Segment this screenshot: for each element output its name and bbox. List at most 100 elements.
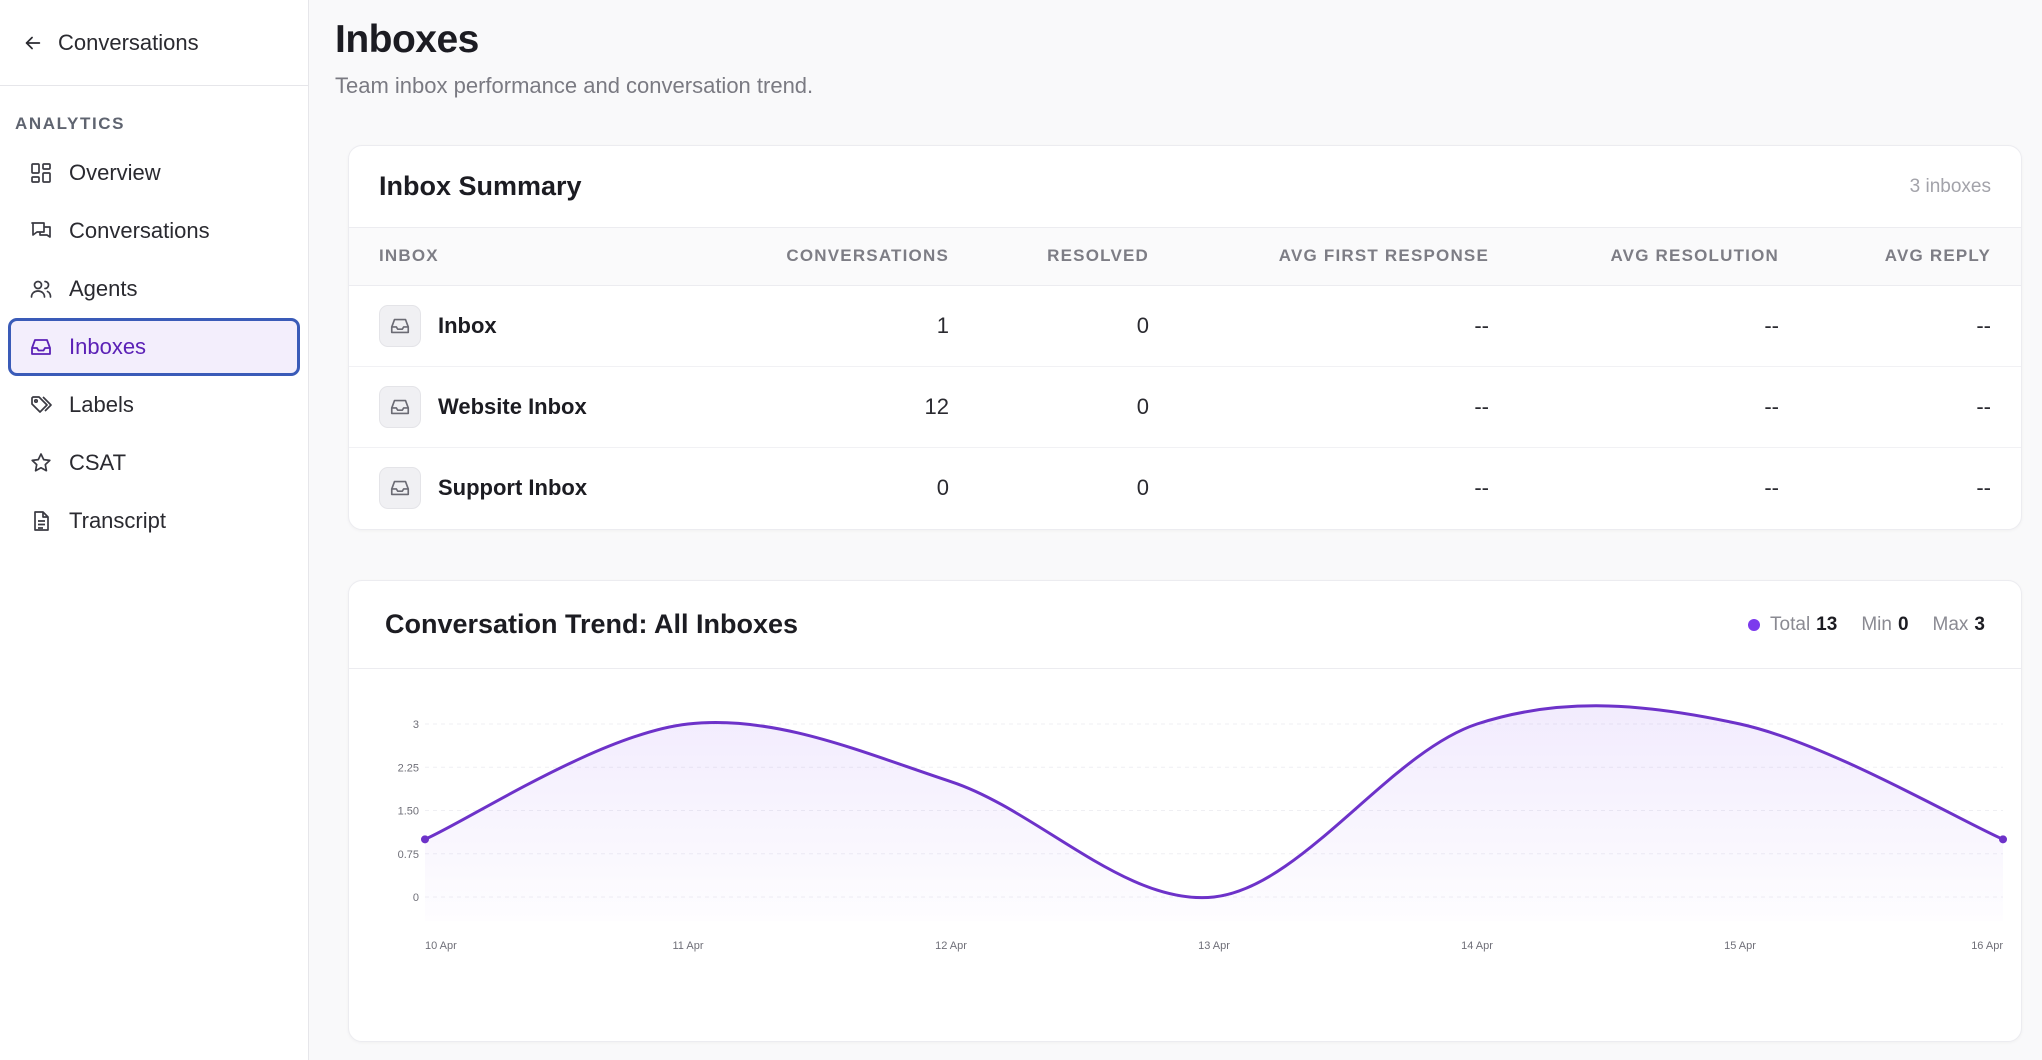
inbox-icon — [390, 318, 410, 333]
x-tick-label: 11 Apr — [673, 940, 704, 952]
resolved-cell: 0 — [1136, 312, 1149, 338]
y-tick-label: 1.50 — [398, 806, 419, 818]
data-point — [1999, 835, 2007, 844]
inbox-icon — [390, 480, 410, 495]
sidebar-item-conversations[interactable]: Conversations — [8, 202, 300, 260]
trend-legend: Total 13 Min 0 Max 3 — [1748, 614, 1985, 636]
sidebar-item-csat[interactable]: CSAT — [8, 434, 300, 492]
inbox-row-icon — [379, 304, 421, 347]
analytics-nav: Overview Conversations Agents Inboxes La… — [0, 144, 308, 550]
inbox-name: Inbox — [438, 312, 497, 338]
inbox-cell: Website Inbox — [349, 366, 779, 447]
sidebar-item-label: Agents — [69, 276, 138, 301]
y-tick-label: 0 — [413, 892, 419, 904]
table-row: Support Inbox 0 0 -- -- -- — [349, 447, 2021, 528]
avg-reply-cell: -- — [1976, 393, 1991, 419]
column-header-conversations: CONVERSATIONS — [786, 246, 949, 266]
trend-line — [423, 704, 2005, 900]
legend-max-value: 3 — [1974, 613, 1985, 635]
inbox-row-icon — [379, 385, 421, 428]
inbox-cell: Inbox — [349, 285, 779, 366]
legend-dot — [1748, 618, 1761, 631]
table-row: Website Inbox 12 0 -- -- -- — [349, 366, 2021, 447]
sidebar-item-overview[interactable]: Overview — [8, 144, 300, 202]
document-icon — [34, 511, 49, 531]
sidebar-item-label: Labels — [69, 392, 134, 417]
avg-resolution-cell: -- — [1764, 312, 1779, 338]
legend-min-label: Min — [1861, 613, 1892, 635]
x-tick-label: 13 Apr — [1198, 940, 1230, 952]
trend-area-fill — [425, 705, 2003, 921]
tag-icon — [31, 396, 52, 413]
column-header-avg-resolution: AVG RESOLUTION — [1610, 246, 1779, 266]
inbox-cell: Support Inbox — [349, 447, 779, 528]
avg-reply-cell: -- — [1976, 312, 1991, 338]
inbox-summary-table: INBOX CONVERSATIONS RESOLVED AVG FIRST R… — [349, 228, 2021, 528]
inbox-name: Website Inbox — [438, 393, 587, 419]
analytics-section-label: ANALYTICS — [15, 114, 126, 133]
x-tick-label: 15 Apr — [1724, 940, 1756, 952]
legend-min-value: 0 — [1897, 613, 1909, 635]
grid-icon — [31, 163, 51, 183]
back-to-conversations-link[interactable]: Conversations — [0, 0, 308, 86]
trend-header: Conversation Trend: All Inboxes Total 13… — [349, 581, 2021, 669]
y-tick-label: 2.25 — [398, 762, 419, 774]
trend-chart: 0 0.75 1.50 2.25 3 10 Apr 11 Apr 12 Apr 13 Apr 14… — [349, 669, 2021, 1041]
conversations-cell: 12 — [924, 393, 949, 419]
page-title: Inboxes — [335, 18, 479, 61]
star-icon — [31, 453, 51, 472]
chat-icon — [31, 222, 51, 238]
users-icon — [30, 280, 52, 298]
inbox-icon — [390, 399, 410, 414]
trend-title: Conversation Trend: All Inboxes — [385, 609, 799, 639]
sidebar-item-label: CSAT — [69, 450, 127, 475]
x-tick-label: 14 Apr — [1461, 940, 1493, 952]
resolved-cell: 0 — [1136, 393, 1149, 419]
inbox-summary-title: Inbox Summary — [379, 171, 582, 201]
sidebar-item-label: Conversations — [69, 218, 210, 243]
column-header-resolved: RESOLVED — [1047, 246, 1149, 266]
inbox-count: 3 inboxes — [1909, 175, 1991, 197]
column-header-inbox: INBOX — [379, 246, 439, 266]
x-tick-label: 16 Apr — [1971, 940, 2003, 952]
avg-resolution-cell: -- — [1764, 474, 1779, 500]
sidebar-item-label: Overview — [69, 160, 161, 185]
table-row: Inbox 1 0 -- -- -- — [349, 285, 2021, 366]
inbox-summary-card: Inbox Summary 3 inboxes INBOX CONVERSATI… — [348, 145, 2022, 530]
conversation-trend-card: Conversation Trend: All Inboxes Total 13… — [348, 580, 2022, 1042]
y-tick-label: 3 — [413, 719, 419, 731]
data-point — [421, 835, 429, 844]
conversations-cell: 0 — [936, 474, 949, 500]
legend-total-value: 13 — [1816, 613, 1838, 635]
sidebar-item-inboxes[interactable]: Inboxes — [8, 318, 300, 376]
main-content: Inboxes Team inbox performance and conve… — [310, 0, 2042, 1060]
avg-resolution-cell: -- — [1764, 393, 1779, 419]
sidebar-item-label: Transcript — [69, 508, 166, 533]
table-header-row: INBOX CONVERSATIONS RESOLVED AVG FIRST R… — [349, 228, 2021, 285]
page-subtitle: Team inbox performance and conversation … — [335, 73, 814, 98]
sidebar-item-agents[interactable]: Agents — [8, 260, 300, 318]
legend-max-label: Max — [1932, 613, 1969, 635]
avg-first-response-cell: -- — [1474, 474, 1489, 500]
column-header-avg-reply: AVG REPLY — [1884, 246, 1991, 266]
resolved-cell: 0 — [1136, 474, 1149, 500]
sidebar-item-transcript[interactable]: Transcript — [8, 492, 300, 550]
legend-total-label: Total — [1770, 613, 1811, 635]
column-header-avg-first-response: AVG FIRST RESPONSE — [1278, 246, 1489, 266]
trend-chart-svg: 0 0.75 1.50 2.25 3 10 Apr 11 Apr 12 Apr 13 Apr 14… — [398, 704, 2007, 952]
inbox-row-icon — [379, 466, 421, 509]
arrow-left-icon — [25, 36, 41, 49]
avg-first-response-cell: -- — [1474, 312, 1489, 338]
conversations-cell: 1 — [936, 312, 949, 338]
inbox-name: Support Inbox — [438, 474, 588, 500]
x-tick-label: 12 Apr — [935, 940, 967, 952]
back-label: Conversations — [58, 29, 199, 55]
x-tick-label: 10 Apr — [425, 940, 457, 952]
sidebar-item-labels[interactable]: Labels — [8, 376, 300, 434]
inbox-icon — [31, 339, 51, 355]
avg-reply-cell: -- — [1976, 474, 1991, 500]
avg-first-response-cell: -- — [1474, 393, 1489, 419]
sidebar-item-label: Inboxes — [69, 334, 147, 359]
y-tick-label: 0.75 — [398, 849, 419, 861]
sidebar: Conversations ANALYTICS Overview Convers… — [0, 0, 309, 1060]
